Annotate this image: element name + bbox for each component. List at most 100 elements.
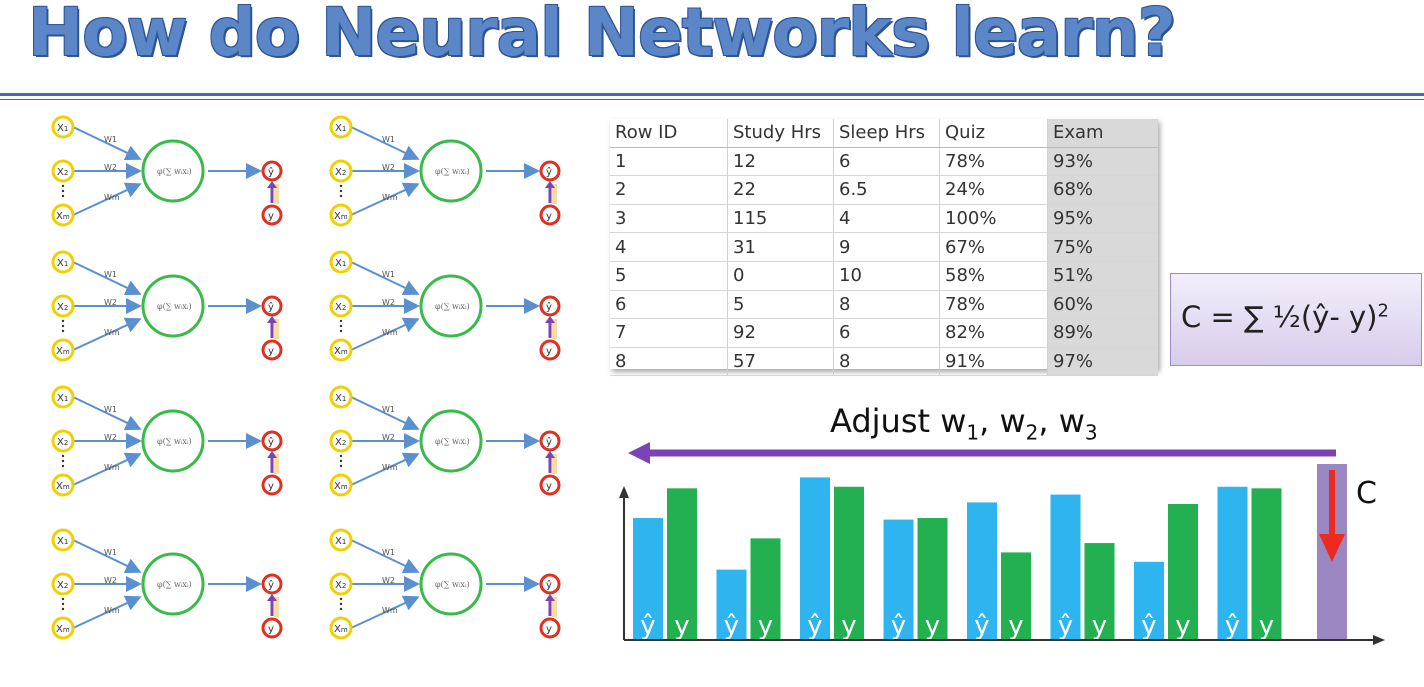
input-node-xm bbox=[51, 203, 75, 227]
edge-wm bbox=[350, 317, 420, 351]
edge-w1 bbox=[350, 261, 420, 296]
output-node bbox=[539, 573, 561, 595]
weight-w2-label: W2 bbox=[104, 163, 117, 172]
table-cell: 8 bbox=[833, 290, 940, 320]
edge-w1 bbox=[350, 539, 420, 574]
weight-wm-label: Wm bbox=[382, 463, 398, 472]
input-xm-label: Xm bbox=[334, 211, 348, 222]
neural-network-5: W1 W2 Wm X1 X2 Xm φ(∑ wᵢxᵢ) ŷ y bbox=[328, 115, 578, 240]
bar-y-hat-4 bbox=[883, 519, 914, 640]
input-node-xm bbox=[329, 203, 353, 227]
input-x1-label: X1 bbox=[335, 258, 346, 269]
bar-y-1 bbox=[667, 488, 697, 640]
neural-network-3: W1 W2 Wm X1 X2 Xm φ(∑ wᵢxᵢ) ŷ y bbox=[50, 385, 300, 510]
bar-label-y-hat-4: ŷ bbox=[891, 611, 906, 641]
actual-label: y bbox=[546, 481, 552, 492]
svg-text:φ(∑ wᵢxᵢ): φ(∑ wᵢxᵢ) bbox=[435, 437, 470, 446]
table-cell: 12 bbox=[727, 147, 834, 177]
weight-wm-label: Wm bbox=[104, 193, 120, 202]
bar-label-y-7: y bbox=[1175, 611, 1190, 641]
bar-label-y-2: y bbox=[758, 611, 773, 641]
input-x2-label: X2 bbox=[335, 167, 346, 178]
edge-wm bbox=[350, 182, 420, 216]
input-node-xm bbox=[329, 616, 353, 640]
table-cell: 93% bbox=[1047, 147, 1158, 177]
weight-w2-label: W2 bbox=[382, 163, 395, 172]
table-cell: 51% bbox=[1047, 261, 1158, 291]
table-cell: 31 bbox=[727, 232, 834, 262]
actual-label: y bbox=[268, 346, 274, 357]
output-label: ŷ bbox=[268, 166, 274, 178]
output-label: ŷ bbox=[268, 301, 274, 313]
actual-node bbox=[261, 474, 283, 496]
bar-y-hat-6 bbox=[1050, 494, 1081, 640]
bar-label-y-hat-2: ŷ bbox=[724, 611, 739, 641]
input-node-x1 bbox=[51, 528, 75, 552]
table-row: 8 57 8 91% 97% bbox=[610, 347, 1158, 377]
table-cell: 2 bbox=[610, 175, 728, 205]
output-node bbox=[539, 160, 561, 182]
table-cell: 4 bbox=[610, 232, 728, 262]
input-node-x1 bbox=[329, 250, 353, 274]
input-x2-label: X2 bbox=[57, 167, 68, 178]
input-node-x1 bbox=[51, 250, 75, 274]
weight-w2-label: W2 bbox=[104, 576, 117, 585]
input-node-x2 bbox=[51, 429, 75, 453]
actual-node bbox=[539, 617, 561, 639]
bar-y-2 bbox=[750, 538, 781, 640]
output-label: ŷ bbox=[268, 579, 274, 591]
bar-label-y-hat-7: ŷ bbox=[1141, 611, 1156, 641]
bar-y-6 bbox=[1084, 543, 1115, 640]
edge-wm bbox=[72, 182, 142, 216]
table-cell: 10 bbox=[833, 261, 940, 291]
input-node-x2 bbox=[329, 294, 353, 318]
table-cell: 22 bbox=[727, 175, 834, 205]
input-node-x1 bbox=[51, 115, 75, 139]
hidden-node bbox=[141, 552, 205, 616]
output-node bbox=[261, 295, 283, 317]
neural-network-4: W1 W2 Wm X1 X2 Xm φ(∑ wᵢxᵢ) ŷ y bbox=[50, 528, 300, 653]
cost-arrow-head bbox=[1319, 534, 1345, 562]
actual-node bbox=[539, 339, 561, 361]
input-node-xm bbox=[51, 473, 75, 497]
edge-w1 bbox=[350, 396, 420, 431]
adjust-weights-label: Adjust w1, w2, w3 bbox=[830, 402, 1098, 445]
hidden-node bbox=[419, 552, 483, 616]
table-row: 4 31 9 67% 75% bbox=[610, 232, 1158, 262]
hidden-node bbox=[141, 139, 205, 203]
table-cell: 6 bbox=[610, 290, 728, 320]
input-node-x1 bbox=[329, 528, 353, 552]
input-xm-label: Xm bbox=[56, 346, 70, 357]
title-divider bbox=[0, 93, 1424, 96]
output-node bbox=[539, 295, 561, 317]
bar-y-hat-7 bbox=[1134, 561, 1164, 640]
actual-label: y bbox=[268, 211, 274, 222]
table-row: 6 5 8 78% 60% bbox=[610, 290, 1158, 320]
bar-label-y-hat-6: ŷ bbox=[1058, 611, 1073, 641]
table-cell: 5 bbox=[727, 290, 834, 320]
weight-w2-label: W2 bbox=[104, 298, 117, 307]
input-x2-label: X2 bbox=[57, 302, 68, 313]
bar-label-y-hat-8: ŷ bbox=[1225, 611, 1240, 641]
edge-wm bbox=[350, 452, 420, 486]
table-cell: 91% bbox=[939, 347, 1048, 377]
svg-text:φ(∑ wᵢxᵢ): φ(∑ wᵢxᵢ) bbox=[435, 580, 470, 589]
weight-wm-label: Wm bbox=[382, 606, 398, 615]
bar-label-y-6: y bbox=[1092, 611, 1107, 641]
weight-wm-label: Wm bbox=[104, 328, 120, 337]
svg-text:φ(∑ wᵢxᵢ): φ(∑ wᵢxᵢ) bbox=[157, 302, 192, 311]
table-cell: 97% bbox=[1047, 347, 1158, 377]
output-node bbox=[261, 573, 283, 595]
y-axis-arrow bbox=[619, 486, 629, 498]
input-node-xm bbox=[51, 338, 75, 362]
bar-y-4 bbox=[917, 518, 948, 640]
input-x2-label: X2 bbox=[335, 302, 346, 313]
input-xm-label: Xm bbox=[334, 481, 348, 492]
weight-w1-label: W1 bbox=[382, 548, 395, 557]
actual-label: y bbox=[546, 211, 552, 222]
neural-network-7: W1 W2 Wm X1 X2 Xm φ(∑ wᵢxᵢ) ŷ y bbox=[328, 385, 578, 510]
weight-w1-label: W1 bbox=[382, 135, 395, 144]
weight-w1-label: W1 bbox=[104, 405, 117, 414]
table-cell: 100% bbox=[939, 204, 1048, 234]
neural-network-8: W1 W2 Wm X1 X2 Xm φ(∑ wᵢxᵢ) ŷ y bbox=[328, 528, 578, 653]
